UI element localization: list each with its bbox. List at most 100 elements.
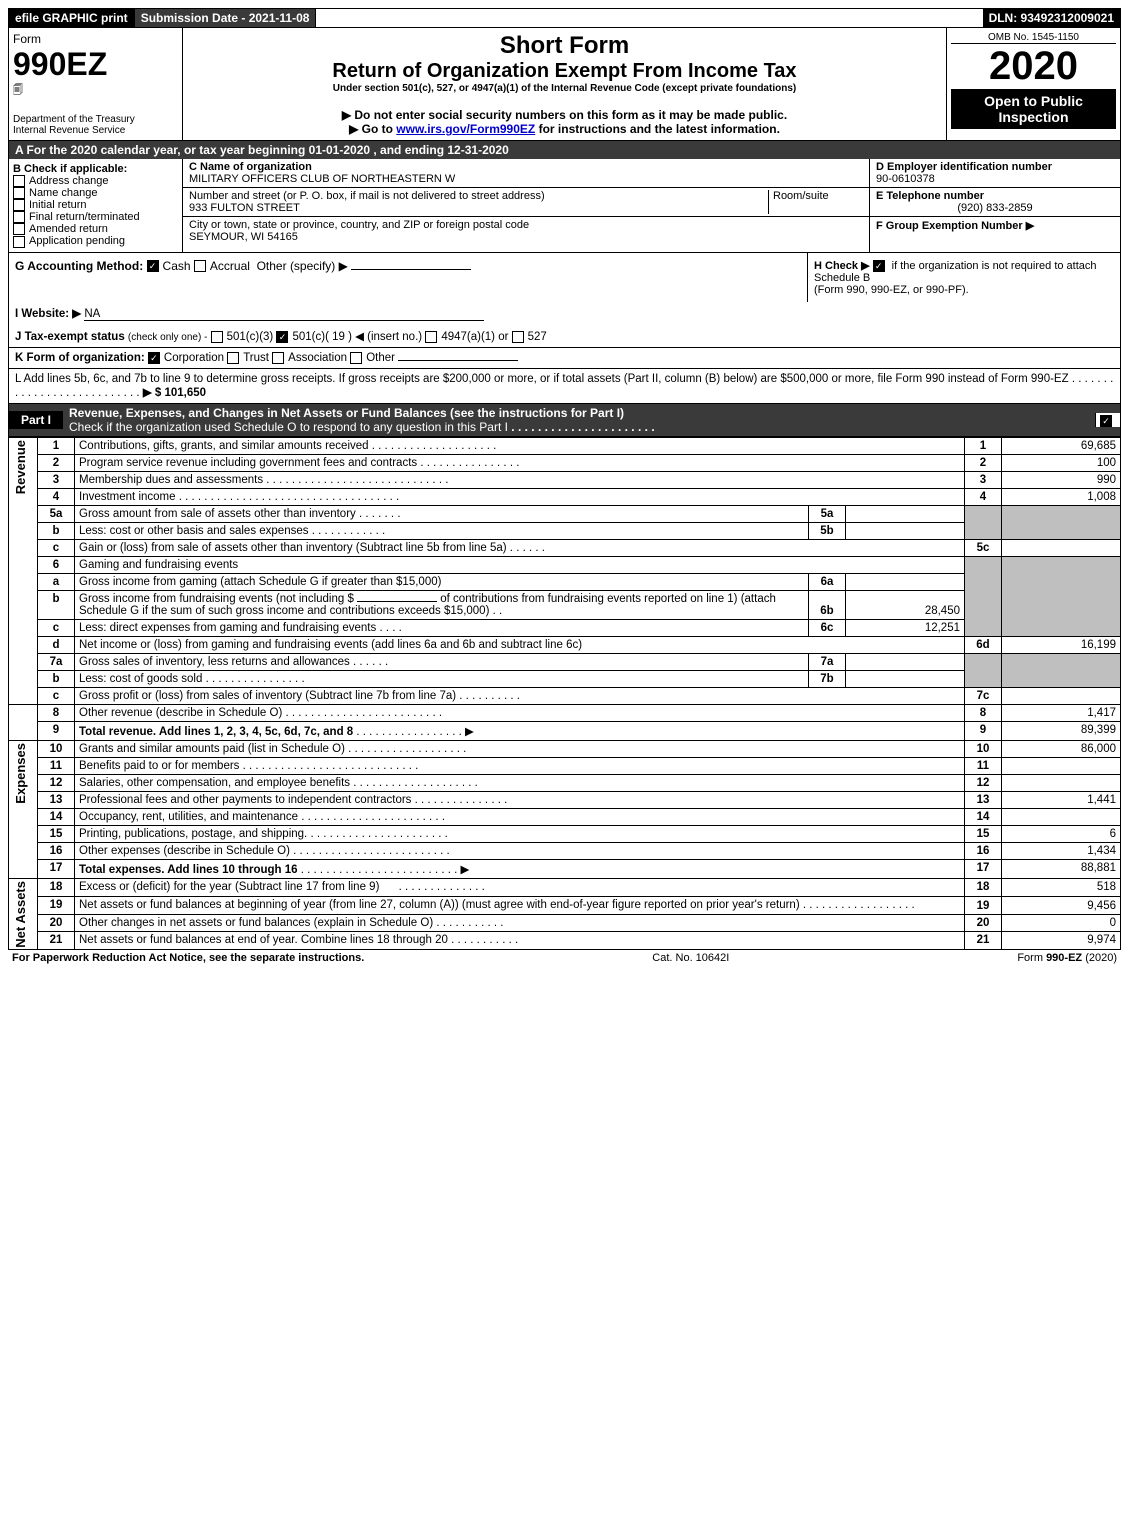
checkbox-527[interactable]	[512, 331, 524, 343]
form-label: Form	[13, 32, 178, 46]
line-5b-inner: 5b	[809, 522, 846, 539]
goto-suffix: for instructions and the latest informat…	[539, 122, 780, 136]
dept-label: Department of the Treasury	[13, 114, 178, 125]
checkbox-application-pending[interactable]	[13, 236, 25, 248]
line-3-text: Membership dues and assessments	[79, 474, 263, 486]
line-5a-text: Gross amount from sale of assets other t…	[79, 508, 356, 520]
line-15-text: Printing, publications, postage, and shi…	[79, 828, 307, 840]
box-h-text2: (Form 990, 990-EZ, or 990-PF).	[814, 284, 969, 296]
box-def: D Employer identification number 90-0610…	[869, 159, 1120, 252]
label-4947: 4947(a)(1) or	[441, 331, 508, 343]
line-16-amt: 1,434	[1002, 842, 1121, 859]
line-12-text: Salaries, other compensation, and employ…	[79, 777, 350, 789]
line-19-num: 19	[38, 896, 75, 914]
ssn-warning: ▶ Do not enter social security numbers o…	[187, 108, 942, 122]
line-12-rn: 12	[965, 774, 1002, 791]
line-7b-inner: 7b	[809, 670, 846, 687]
line-7c-num: c	[38, 687, 75, 704]
line-6b-inner: 6b	[809, 590, 846, 619]
tax-status-sub: (check only one) -	[128, 332, 207, 343]
line-4-rn: 4	[965, 488, 1002, 505]
box-l-text: L Add lines 5b, 6c, and 7b to line 9 to …	[15, 373, 1069, 385]
line-7b-num: b	[38, 670, 75, 687]
line-14-rn: 14	[965, 808, 1002, 825]
accounting-method-label: G Accounting Method:	[15, 259, 143, 273]
checkbox-final-return[interactable]	[13, 211, 25, 223]
ein-label: D Employer identification number	[876, 161, 1052, 173]
line-5b-inner-amt	[846, 522, 965, 539]
line-20-amt: 0	[1002, 914, 1121, 932]
label-other-method: Other (specify) ▶	[257, 259, 348, 273]
label-other-org: Other	[366, 352, 395, 364]
line-6b-text1: Gross income from fundraising events (no…	[79, 593, 354, 605]
checkbox-501c3[interactable]	[211, 331, 223, 343]
website-label: I Website: ▶	[15, 308, 81, 320]
label-cash: Cash	[163, 259, 191, 273]
line-5c-rn: 5c	[965, 539, 1002, 556]
label-501c: 501(c)( 19 ) ◀ (insert no.)	[292, 331, 422, 343]
label-association: Association	[288, 352, 347, 364]
dln-label: DLN: 93492312009021	[983, 9, 1120, 27]
org-name-label: C Name of organization	[189, 161, 312, 173]
checkbox-other-org[interactable]	[350, 352, 362, 364]
subtitle: Under section 501(c), 527, or 4947(a)(1)…	[187, 83, 942, 94]
city-value: SEYMOUR, WI 54165	[189, 231, 298, 243]
checkbox-schedule-b[interactable]: ✓	[873, 260, 885, 272]
checkbox-4947[interactable]	[425, 331, 437, 343]
irs-link[interactable]: www.irs.gov/Form990EZ	[396, 122, 535, 136]
checkbox-association[interactable]	[272, 352, 284, 364]
line-7b-inner-amt	[846, 670, 965, 687]
tax-status-label: J Tax-exempt status	[15, 331, 125, 343]
line-11-rn: 11	[965, 757, 1002, 774]
checkbox-address-change[interactable]	[13, 175, 25, 187]
box-g: G Accounting Method: ✓Cash Accrual Other…	[9, 253, 807, 302]
line-6b-inner-amt: 28,450	[846, 590, 965, 619]
line-17-amt: 88,881	[1002, 859, 1121, 878]
line-17-rn: 17	[965, 859, 1002, 878]
line-5c-num: c	[38, 539, 75, 556]
top-bar: efile GRAPHIC print Submission Date - 20…	[8, 8, 1121, 28]
line-3-amt: 990	[1002, 471, 1121, 488]
goto-line: ▶ Go to www.irs.gov/Form990EZ for instru…	[187, 122, 942, 136]
line-11-amt	[1002, 757, 1121, 774]
line-6c-text: Less: direct expenses from gaming and fu…	[79, 622, 376, 634]
form-org-label: K Form of organization:	[15, 352, 145, 364]
checkbox-schedule-o[interactable]: ✓	[1100, 415, 1112, 427]
line-17-text: Total expenses. Add lines 10 through 16	[79, 864, 298, 876]
form-header: Form 990EZ 🗐 Department of the Treasury …	[8, 28, 1121, 141]
gross-receipts-amount: ▶ $ 101,650	[143, 387, 206, 399]
line-21-num: 21	[38, 932, 75, 950]
expenses-sidebar: Expenses	[13, 743, 28, 804]
line-6-num: 6	[38, 556, 75, 573]
efile-label: efile GRAPHIC print	[9, 9, 135, 27]
line-7a-text: Gross sales of inventory, less returns a…	[79, 656, 350, 668]
line-16-num: 16	[38, 842, 75, 859]
line-8-amt: 1,417	[1002, 704, 1121, 721]
box-i: I Website: ▶ NA	[8, 302, 1121, 325]
checkbox-initial-return[interactable]	[13, 199, 25, 211]
line-20-rn: 20	[965, 914, 1002, 932]
label-trust: Trust	[243, 352, 269, 364]
line-3-num: 3	[38, 471, 75, 488]
open-public-badge: Open to Public Inspection	[951, 89, 1116, 129]
checkbox-501c[interactable]: ✓	[276, 331, 288, 343]
box-k: K Form of organization: ✓Corporation Tru…	[8, 348, 1121, 369]
checkbox-cash[interactable]: ✓	[147, 260, 159, 272]
line-7a-inner: 7a	[809, 653, 846, 670]
checkbox-amended-return[interactable]	[13, 223, 25, 235]
line-21-text: Net assets or fund balances at end of ye…	[79, 934, 448, 946]
checkbox-trust[interactable]	[227, 352, 239, 364]
line-7c-rn: 7c	[965, 687, 1002, 704]
line-6a-inner: 6a	[809, 573, 846, 590]
line-16-rn: 16	[965, 842, 1002, 859]
line-7a-inner-amt	[846, 653, 965, 670]
line-19-rn: 19	[965, 896, 1002, 914]
checkbox-corporation[interactable]: ✓	[148, 352, 160, 364]
label-final-return: Final return/terminated	[29, 211, 140, 223]
catalog-number: Cat. No. 10642I	[652, 952, 729, 964]
part-1-check-text: Check if the organization used Schedule …	[69, 420, 508, 434]
checkbox-name-change[interactable]	[13, 187, 25, 199]
checkbox-accrual[interactable]	[194, 260, 206, 272]
line-6d-rn: 6d	[965, 636, 1002, 653]
org-name: MILITARY OFFICERS CLUB OF NORTHEASTERN W	[189, 173, 455, 185]
